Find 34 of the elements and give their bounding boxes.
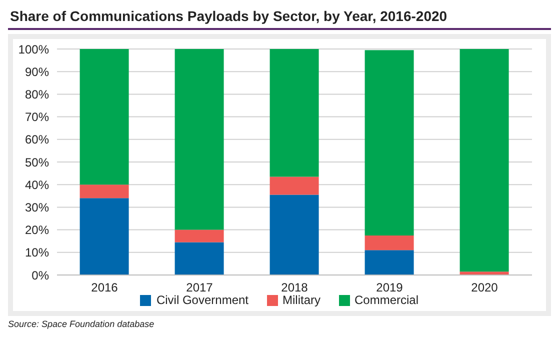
chart-title: Share of Communications Payloads by Sector, by Year, 2016-2020 (9, 8, 448, 26)
bar (460, 49, 509, 272)
bar (270, 176, 319, 195)
y-tick-label: 40% (24, 178, 50, 192)
bar (174, 242, 224, 275)
y-tick-label: 100% (18, 42, 50, 56)
y-tick-label: 70% (24, 110, 50, 124)
y-tick-label: 50% (24, 155, 50, 170)
bar (364, 50, 414, 236)
bar (364, 250, 414, 275)
y-tick-label: 20% (24, 223, 50, 238)
source-note: Source: Space Foundation database (8, 319, 156, 329)
x-tick-label: 2020 (471, 280, 498, 295)
bar (174, 49, 224, 230)
x-tick-label: 2019 (376, 280, 404, 295)
legend-label: Military (282, 293, 320, 307)
x-tick-label: 2017 (186, 280, 214, 295)
y-tick-label: 80% (24, 87, 50, 102)
y-tick-label: 10% (24, 246, 50, 260)
bar (364, 235, 414, 250)
bar (270, 49, 319, 177)
x-tick-label: 2018 (281, 280, 308, 295)
bar (80, 184, 129, 198)
y-tick-label: 90% (24, 64, 50, 79)
bar (80, 198, 129, 275)
x-tick-label: 2016 (91, 280, 118, 295)
bar (174, 230, 224, 242)
y-tick-label: 60% (24, 132, 50, 147)
y-tick-label: 30% (24, 200, 50, 214)
bar (270, 194, 319, 275)
legend-label: Civil Government (156, 293, 248, 307)
bar (80, 49, 129, 185)
legend-label: Commercial (354, 293, 419, 307)
y-tick-label: 0% (32, 268, 50, 282)
